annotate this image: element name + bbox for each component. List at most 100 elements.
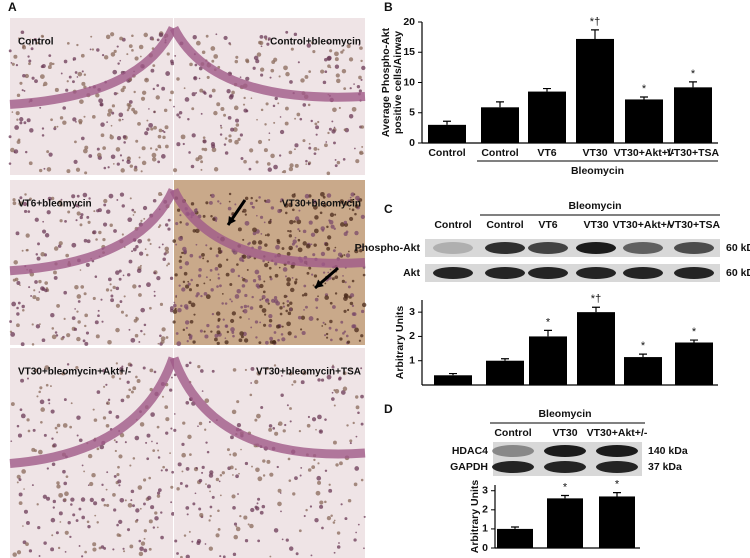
tissue-dot <box>29 43 31 46</box>
tissue-dot <box>268 314 273 319</box>
tissue-dot <box>268 424 273 428</box>
tissue-dot <box>158 128 163 133</box>
tissue-dot <box>354 212 357 216</box>
tissue-dot <box>316 318 319 321</box>
tissue-dot <box>162 465 165 469</box>
tissue-dot <box>72 117 77 122</box>
tissue-dot <box>124 499 127 502</box>
tissue-dot <box>320 251 326 257</box>
tissue-dot <box>41 35 44 38</box>
tissue-dot <box>302 370 307 376</box>
tissue-dot <box>37 242 40 246</box>
blot-band <box>544 445 586 457</box>
tissue-dot <box>173 413 176 415</box>
tissue-dot <box>116 199 119 201</box>
tissue-dot <box>252 279 257 283</box>
tissue-dot <box>254 505 258 509</box>
tissue-dot <box>108 410 112 415</box>
tissue-dot <box>128 44 133 49</box>
tissue-dot <box>171 470 174 474</box>
tissue-dot <box>132 247 137 252</box>
x-tick-label: VT30+Akt+/- <box>614 147 675 159</box>
tissue-dot <box>22 73 26 78</box>
tissue-dot <box>117 465 120 469</box>
tissue-dot <box>191 540 194 543</box>
tissue-dot <box>278 75 281 78</box>
tissue-dot <box>165 336 169 339</box>
tissue-dot <box>100 545 105 549</box>
tissue-dot <box>229 453 232 456</box>
tissue-dot <box>102 416 107 420</box>
tissue-dot <box>115 327 120 333</box>
y-tick-label: 15 <box>403 46 415 58</box>
tissue-dot <box>308 220 313 225</box>
tissue-dot <box>217 527 221 531</box>
tissue-dot <box>169 276 174 280</box>
tissue-dot <box>322 203 327 208</box>
tissue-dot <box>312 50 316 54</box>
tissue-dot <box>83 73 87 76</box>
tissue-dot <box>325 332 329 336</box>
tissue-dot <box>258 196 261 199</box>
tissue-dot <box>183 534 187 537</box>
tissue-dot <box>15 64 19 67</box>
tissue-dot <box>149 242 152 245</box>
tissue-dot <box>269 275 272 279</box>
tissue-dot <box>216 341 220 346</box>
tissue-dot <box>135 139 139 143</box>
y-tick-label: 2 <box>482 504 488 516</box>
tissue-dot <box>219 494 222 497</box>
tissue-dot <box>19 81 23 85</box>
tissue-dot <box>229 43 232 46</box>
tissue-dot <box>329 268 332 271</box>
tissue-dot <box>340 503 343 506</box>
tissue-dot <box>289 229 292 233</box>
tissue-dot <box>334 213 337 216</box>
tissue-dot <box>297 315 302 320</box>
tissue-dot <box>146 457 150 461</box>
tissue-dot <box>191 133 196 138</box>
tissue-dot <box>126 108 130 112</box>
tissue-dot <box>224 340 229 345</box>
tissue-dot <box>148 108 150 110</box>
tissue-dot <box>121 159 125 162</box>
tissue-dot <box>259 35 264 39</box>
tissue-dot <box>333 519 336 522</box>
tissue-dot <box>47 398 51 402</box>
tissue-dot <box>31 484 34 487</box>
tissue-dot <box>263 221 266 224</box>
tissue-dot <box>181 251 184 255</box>
tissue-dot <box>133 210 136 214</box>
tissue-dot <box>301 294 305 297</box>
tissue-dot <box>87 220 91 224</box>
tissue-dot <box>119 366 124 372</box>
tissue-dot <box>333 227 336 230</box>
tissue-dot <box>328 326 332 330</box>
tissue-dot <box>273 298 279 304</box>
tissue-dot <box>260 108 264 112</box>
tissue-dot <box>296 112 301 117</box>
tissue-dot <box>13 260 18 265</box>
tissue-dot <box>174 54 177 57</box>
tissue-dot <box>209 490 211 493</box>
tissue-dot <box>178 110 183 115</box>
tissue-dot <box>284 423 287 427</box>
tissue-dot <box>75 219 78 222</box>
tissue-dot <box>132 457 136 460</box>
tissue-dot <box>171 376 173 379</box>
tissue-dot <box>76 211 81 216</box>
tissue-dot <box>223 113 227 117</box>
error-bar <box>543 87 551 92</box>
image-caption: VT30+bleomycin+Akt+/- <box>18 367 131 378</box>
tissue-dot <box>148 476 152 480</box>
tissue-dot <box>221 302 224 305</box>
tissue-dot <box>185 506 190 510</box>
tissue-dot <box>126 528 131 532</box>
tissue-dot <box>149 147 153 150</box>
tissue-dot <box>50 118 53 122</box>
tissue-dot <box>119 36 124 41</box>
tissue-dot <box>204 398 210 404</box>
lane-label: VT30 <box>552 427 577 439</box>
tissue-dot <box>324 500 327 504</box>
tissue-dot <box>121 233 124 236</box>
